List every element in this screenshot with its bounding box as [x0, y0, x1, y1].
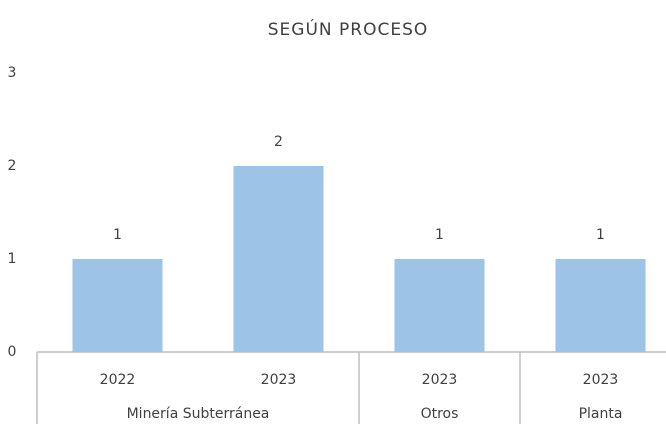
- value-label: 1: [113, 227, 122, 243]
- x-tick-label: 2023: [583, 372, 619, 388]
- value-label: 1: [435, 227, 444, 243]
- y-tick-label: 2: [8, 158, 17, 174]
- y-tick-label: 3: [8, 65, 17, 81]
- group-label: Minería Subterránea: [127, 406, 270, 422]
- y-tick-label: 0: [8, 344, 17, 360]
- bar: [72, 259, 163, 352]
- value-label: 2: [274, 134, 283, 150]
- y-tick-label: 1: [8, 251, 17, 267]
- group-label: Planta: [579, 406, 623, 422]
- bar: [233, 166, 324, 352]
- value-label: 1: [596, 227, 605, 243]
- bar: [555, 259, 646, 352]
- x-tick-label: 2023: [422, 372, 458, 388]
- bar: [394, 259, 485, 352]
- x-tick-label: 2022: [100, 372, 136, 388]
- chart-title: SEGÚN PROCESO: [268, 18, 429, 40]
- group-label: Otros: [421, 406, 459, 422]
- x-tick-label: 2023: [261, 372, 297, 388]
